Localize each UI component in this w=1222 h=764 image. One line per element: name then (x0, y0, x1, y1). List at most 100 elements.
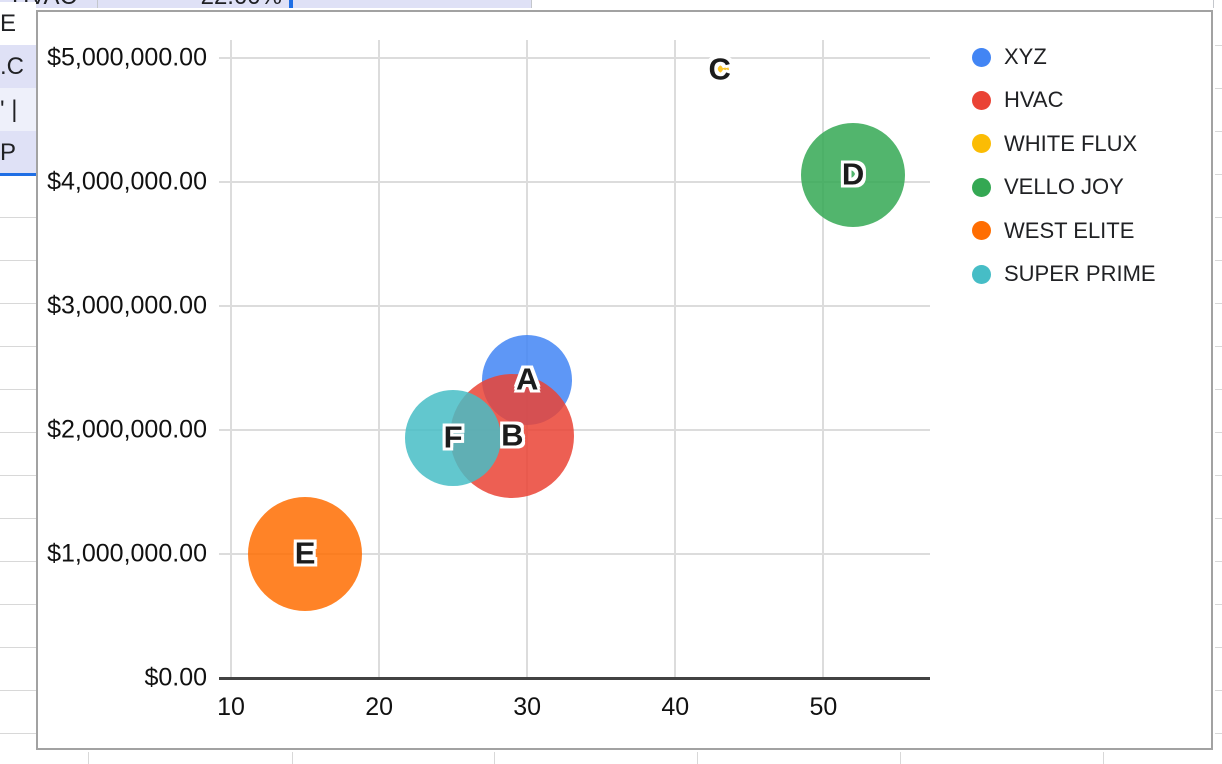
cell-fragment-text: E (0, 9, 17, 37)
x-tick-label: 50 (809, 693, 838, 721)
sheet-row-gridline (1215, 303, 1222, 304)
sheet-row-gridline (0, 389, 36, 390)
sheet-row-gridline (1215, 346, 1222, 347)
sheet-row-gridline (0, 604, 36, 605)
bubble-label-d: D (841, 156, 865, 192)
sheet-row-gridline (0, 346, 36, 347)
legend-item-vello-joy[interactable]: VELLO JOY (972, 173, 1124, 201)
y-tick-label: $2,000,000.00 (47, 415, 207, 444)
bubble-f[interactable] (405, 390, 502, 487)
sheet-row-gridline (1215, 518, 1222, 519)
legend-swatch-icon (972, 221, 991, 241)
legend-swatch-icon (972, 134, 991, 154)
y-tick-label: $5,000,000.00 (47, 43, 207, 71)
sheet-row-gridline (1215, 647, 1222, 648)
sheet-row-gridline (0, 518, 36, 519)
selection-border-bottom (0, 173, 36, 176)
sheet-row-gridline (1215, 260, 1222, 261)
cell-company[interactable]: HVAC (0, 0, 97, 8)
sheet-row-gridline (0, 217, 36, 218)
sheet-row-gridline (1215, 45, 1222, 46)
legend-label: XYZ (1004, 44, 1047, 69)
x-tick-label: 10 (217, 693, 245, 721)
cell-fragment[interactable]: P (0, 131, 36, 174)
cell-fragment[interactable]: .C (0, 45, 36, 88)
sheet-row-gridline (0, 475, 36, 476)
cell-border (531, 0, 532, 8)
legend-label: WHITE FLUX (1004, 130, 1138, 156)
sheet-row-gridline (0, 260, 36, 261)
sheet-column-gridline (292, 752, 293, 764)
bubble-label-b: B (501, 417, 524, 453)
gridline-horizontal (219, 428, 930, 431)
spreadsheet-top-row: HVAC 22.00% (0, 0, 1222, 8)
legend-label: WEST ELITE (1004, 217, 1135, 243)
y-tick-label: $1,000,000.00 (47, 539, 207, 568)
sheet-row-gridline (0, 733, 36, 734)
legend-item-hvac[interactable]: HVAC (972, 86, 1064, 114)
gridline-vertical (378, 40, 381, 678)
sheet-row-gridline (1215, 131, 1222, 132)
legend-label: VELLO JOY (1004, 174, 1124, 200)
cell-border (1213, 0, 1214, 8)
sheet-row-gridline (1215, 604, 1222, 605)
highlighted-row-band (0, 0, 531, 8)
sheet-row-gridline (1215, 389, 1222, 390)
cell-border (97, 0, 98, 8)
spreadsheet-left-column: E .C ' | P (0, 0, 36, 764)
legend-item-white-flux[interactable]: WHITE FLUX (972, 130, 1137, 158)
bubble-label-c: C (708, 51, 731, 87)
sheet-row-gridline (0, 432, 36, 433)
cell-company-text: HVAC (12, 0, 97, 8)
legend-item-xyz[interactable]: XYZ (972, 43, 1047, 71)
legend-item-west-elite[interactable]: WEST ELITE (972, 217, 1134, 245)
cell-percent[interactable]: 22.00% (97, 0, 289, 8)
gridline-horizontal (219, 304, 930, 307)
gridline-vertical (822, 40, 825, 678)
x-tick-label: 30 (513, 693, 542, 721)
sheet-row-gridline (1215, 88, 1222, 89)
sheet-column-gridline (697, 752, 698, 764)
gridline-vertical (230, 40, 232, 678)
gridline-horizontal (219, 180, 930, 183)
cell-fragment[interactable]: ' | (0, 88, 36, 131)
sheet-column-gridline (1103, 752, 1104, 764)
cell-fragment-text: ' | (0, 95, 18, 123)
bubble-label-e: E (294, 535, 316, 571)
y-tick-label: $4,000,000.00 (47, 167, 207, 196)
bubble-c[interactable] (710, 60, 729, 79)
legend-item-super-prime[interactable]: SUPER PRIME (972, 260, 1156, 288)
legend-swatch-icon (972, 177, 991, 197)
y-tick-label: $3,000,000.00 (47, 291, 207, 320)
x-tick-label: 40 (661, 693, 690, 721)
sheet-column-gridline (494, 752, 495, 764)
sheet-row-gridline (1215, 432, 1222, 433)
sheet-row-gridline (1215, 475, 1222, 476)
legend-swatch-icon (972, 47, 991, 67)
cell-fragment-text: P (0, 138, 17, 166)
bubble-label-a: A (515, 361, 539, 397)
sheet-row-gridline (1215, 174, 1222, 175)
bubble-d[interactable] (801, 123, 906, 228)
legend-swatch-icon (972, 264, 991, 284)
cell-fragment-text: .C (0, 52, 24, 80)
sheet-row-gridline (0, 647, 36, 648)
embedded-bubble-chart[interactable]: $0.00 $1,000,000.00 $2,000,000.00 $3,000,00… (36, 10, 1213, 750)
x-axis-line (219, 677, 930, 680)
gridline-horizontal (219, 552, 930, 555)
sheet-row-gridline (1215, 690, 1222, 691)
sheet-column-gridline (900, 752, 901, 764)
sheet-row-gridline (1215, 561, 1222, 562)
gridline-vertical (674, 40, 677, 678)
y-tick-label: $0.00 (144, 663, 207, 692)
selection-border-right (289, 0, 293, 8)
bubble-e[interactable] (248, 496, 363, 611)
sheet-row-gridline (0, 690, 36, 691)
bubble-label-f: F (443, 419, 463, 455)
legend-label: SUPER PRIME (1004, 261, 1156, 286)
cell-percent-text: 22.00% (97, 0, 282, 8)
x-tick-label: 20 (365, 693, 393, 721)
legend-label: HVAC (1004, 87, 1064, 113)
cell-fragment[interactable]: E (0, 2, 36, 45)
